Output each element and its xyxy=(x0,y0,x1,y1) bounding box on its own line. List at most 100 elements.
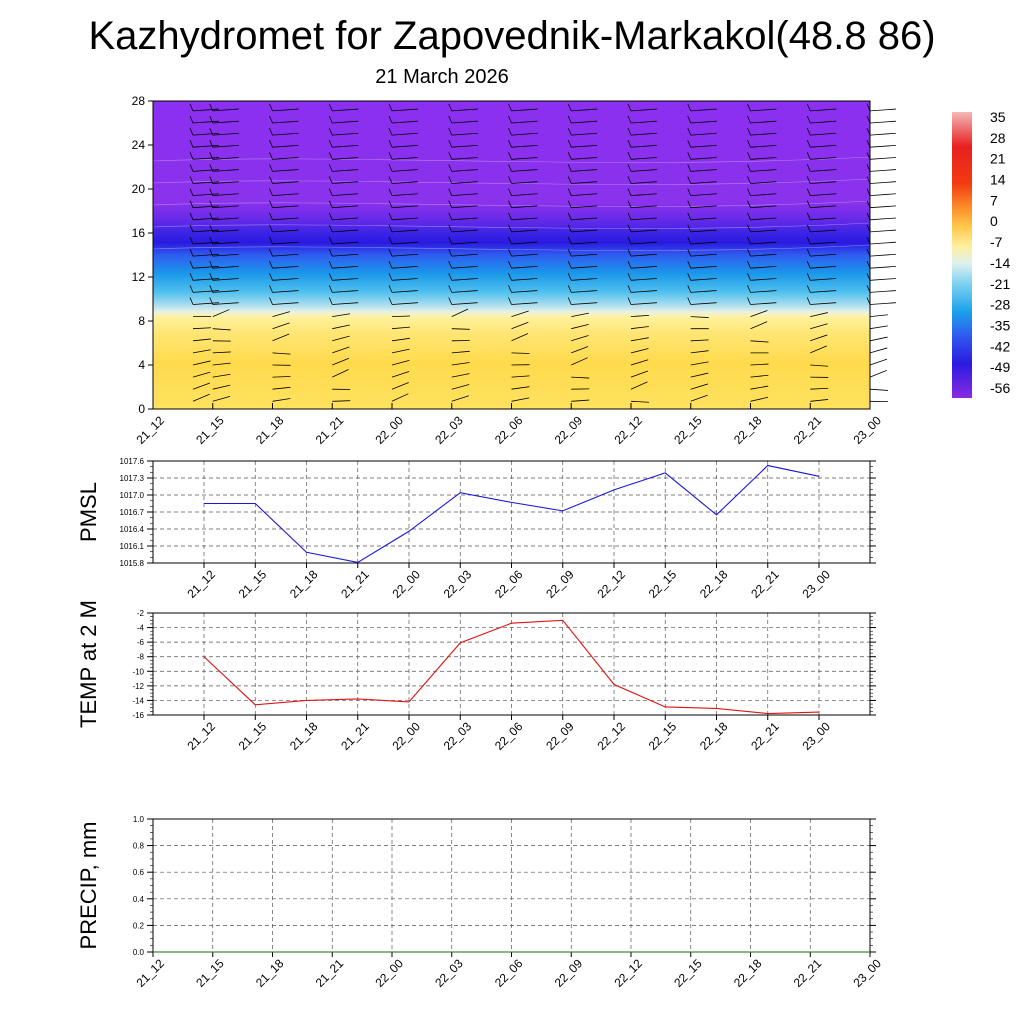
wind-barb xyxy=(212,193,239,196)
wind-barb-flag xyxy=(806,212,811,220)
wind-barb xyxy=(511,375,530,378)
y-tick-label: 24 xyxy=(132,138,146,152)
wind-barb-flag xyxy=(687,236,692,245)
wind-barb-flag xyxy=(806,140,811,148)
y-tick-label: 1017.3 xyxy=(120,474,145,483)
wind-barb xyxy=(630,229,657,233)
wind-barb-flag xyxy=(189,261,194,269)
wind-barb-flag xyxy=(189,248,194,257)
heatmap-field xyxy=(153,101,870,409)
wind-barb xyxy=(272,290,299,293)
wind-barb xyxy=(272,108,299,112)
wind-barb xyxy=(690,193,717,196)
wind-barb xyxy=(750,265,777,269)
wind-barb xyxy=(630,359,649,366)
wind-barb xyxy=(571,357,588,366)
wind-barb-flag xyxy=(189,273,194,281)
wind-barb-flag xyxy=(209,140,214,148)
wind-barb xyxy=(690,316,709,318)
wind-barb-flag xyxy=(508,200,512,208)
wind-barb-flag xyxy=(627,188,632,196)
wind-barb xyxy=(272,302,299,305)
wind-barb-flag xyxy=(388,285,393,293)
colorbar: 35 28 21 14 7 0 -7 -14 -21 -28 -35 -42 -49 -56 xyxy=(952,109,1010,398)
wind-barb xyxy=(810,169,837,172)
wind-barb xyxy=(630,337,649,342)
wind-barb-flag xyxy=(508,176,512,184)
wind-barb xyxy=(332,265,359,269)
wind-barb-flag xyxy=(448,200,453,208)
wind-barb-flag xyxy=(627,297,632,305)
wind-barb xyxy=(630,193,657,196)
wind-barb xyxy=(511,302,538,305)
colorbar-label: -49 xyxy=(990,359,1010,375)
wind-barb xyxy=(272,253,299,257)
x-tick-label: 22_03 xyxy=(441,719,475,753)
wind-barb xyxy=(690,120,717,124)
wind-barb xyxy=(451,144,478,148)
wind-barb xyxy=(451,217,478,221)
wind-barb xyxy=(630,169,657,172)
wind-barb-flag xyxy=(448,140,453,148)
wind-barb xyxy=(511,181,538,184)
wind-barb xyxy=(391,382,409,390)
y-tick-label: -8 xyxy=(137,653,145,662)
wind-barb-flag xyxy=(806,164,811,172)
wind-barb xyxy=(750,290,777,293)
wind-barb xyxy=(571,229,598,233)
wind-barb xyxy=(391,265,418,269)
y-tick-label: 16 xyxy=(132,226,146,240)
colorbar-label: 21 xyxy=(990,151,1006,167)
wind-barb xyxy=(511,144,538,148)
wind-barb-flag xyxy=(209,103,214,112)
wind-barb xyxy=(571,169,598,172)
wind-barb-flag xyxy=(388,273,393,281)
wind-barb-flag xyxy=(209,152,214,160)
wind-barb xyxy=(869,120,896,124)
y-tick-label: 1016.7 xyxy=(120,508,145,517)
wind-barb xyxy=(212,265,239,269)
wind-barb-flag xyxy=(328,273,333,281)
wind-barb xyxy=(212,169,239,172)
wind-barb xyxy=(750,321,768,330)
wind-barb xyxy=(630,241,657,245)
wind-barb-flag xyxy=(567,140,572,148)
wind-barb-flag xyxy=(508,140,512,148)
wind-barb xyxy=(212,328,231,331)
wind-barb xyxy=(630,265,657,269)
wind-barb xyxy=(272,311,290,317)
wind-barb xyxy=(511,321,529,330)
wind-barb-flag xyxy=(806,297,811,305)
wind-barb-flag xyxy=(567,236,572,245)
wind-barb xyxy=(391,132,418,136)
chart-title: Kazhydromet for Zapovednik-Markakol(48.8… xyxy=(88,14,936,58)
y-tick-label: 20 xyxy=(132,182,146,196)
x-tick-label: 21_15 xyxy=(236,719,270,753)
colorbar-label: -56 xyxy=(990,380,1010,396)
x-tick-label: 21_15 xyxy=(236,567,270,601)
wind-barb xyxy=(192,108,219,112)
wind-barb-flag xyxy=(567,103,572,112)
wind-barb xyxy=(451,308,469,317)
wind-barb-flag xyxy=(448,103,453,112)
wind-barb-flag xyxy=(209,188,214,196)
wind-barb xyxy=(869,181,896,184)
wind-barb-flag xyxy=(328,164,333,172)
wind-barb xyxy=(630,217,657,221)
wind-barb xyxy=(272,333,290,342)
wind-barb xyxy=(750,278,777,281)
y-tick-label: 0.6 xyxy=(133,868,145,877)
wind-barb-flag xyxy=(567,188,572,196)
wind-barb xyxy=(810,217,837,221)
x-tick-label: 22_18 xyxy=(731,413,765,447)
wind-barb xyxy=(571,399,590,402)
x-tick-label: 22_15 xyxy=(671,956,705,990)
wind-barb xyxy=(451,241,478,245)
y-tick-label: -10 xyxy=(132,667,144,676)
wind-barb xyxy=(212,217,239,221)
wind-barb-flag xyxy=(388,200,393,208)
wind-barb xyxy=(750,193,777,196)
x-tick-label: 23_00 xyxy=(799,719,833,753)
wind-barb-flag xyxy=(806,127,811,136)
wind-barb xyxy=(750,181,777,184)
